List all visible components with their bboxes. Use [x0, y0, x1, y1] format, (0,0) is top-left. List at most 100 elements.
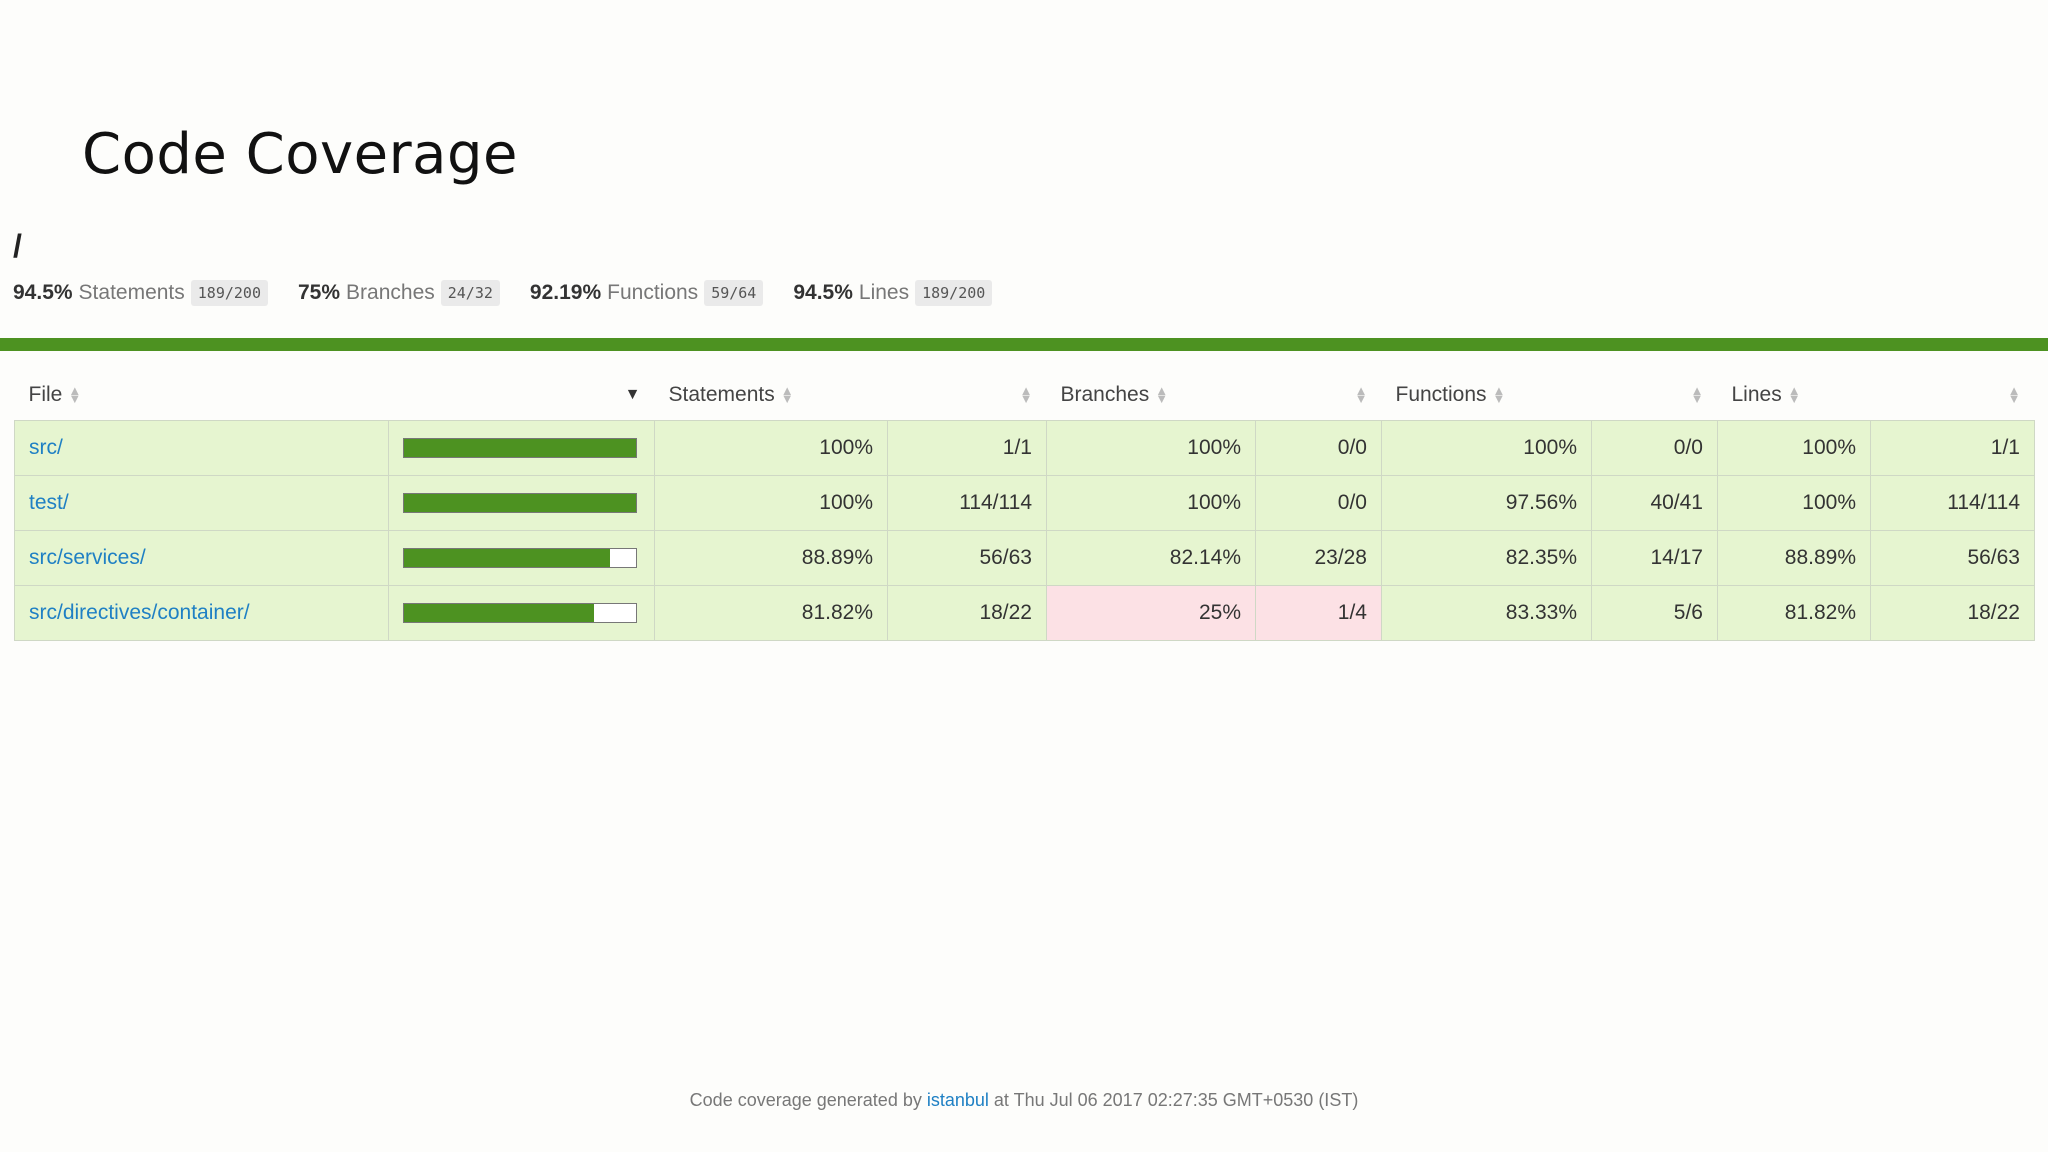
branches-fraction: 1/4 — [1255, 585, 1382, 641]
branches-pct: 100% — [1046, 475, 1256, 531]
branches-pct: 100% — [1046, 420, 1256, 476]
summary-label: Statements — [78, 281, 185, 304]
summary-functions: 92.19% Functions 59/64 — [530, 280, 764, 306]
functions-pct: 97.56% — [1381, 475, 1592, 531]
summary-fraction: 59/64 — [704, 280, 764, 306]
sort-icon: ▲ ▼ — [1155, 383, 1169, 407]
lines-fraction: 1/1 — [1870, 420, 2035, 476]
col-header-branches-raw[interactable]: ▲ ▼ — [1256, 370, 1382, 421]
statements-fraction: 1/1 — [887, 420, 1047, 476]
summary-pct: 75% — [298, 281, 341, 304]
footer-suffix: at Thu Jul 06 2017 02:27:35 GMT+0530 (IS… — [993, 1090, 1359, 1110]
col-header-functions[interactable]: Functions ▲ ▼ — [1382, 370, 1592, 421]
branches-fraction: 0/0 — [1255, 475, 1382, 531]
slide-title: Code Coverage — [82, 122, 518, 187]
col-header-lines[interactable]: Lines ▲ ▼ — [1718, 370, 1871, 421]
lines-pct: 100% — [1717, 420, 1871, 476]
functions-fraction: 14/17 — [1591, 530, 1718, 586]
sort-icon: ▲ ▼ — [2007, 383, 2021, 407]
branches-fraction: 23/28 — [1255, 530, 1382, 586]
statements-pct: 100% — [654, 475, 888, 531]
functions-fraction: 5/6 — [1591, 585, 1718, 641]
col-header-file[interactable]: File ▲ ▼ — [15, 370, 389, 421]
summary-pct: 94.5% — [793, 281, 853, 304]
statements-fraction: 18/22 — [887, 585, 1047, 641]
lines-fraction: 56/63 — [1870, 530, 2035, 586]
sort-icon: ▲ ▼ — [1354, 383, 1368, 407]
col-header-lines-raw[interactable]: ▲ ▼ — [1871, 370, 2035, 421]
branches-pct: 25% — [1046, 585, 1256, 641]
functions-pct: 82.35% — [1381, 530, 1592, 586]
col-header-functions-raw[interactable]: ▲ ▼ — [1592, 370, 1718, 421]
table-header-row: File ▲ ▼ ▼ Statements ▲ ▼ ▲ ▼ Branches ▲ ▼ ▲ ▼ F… — [15, 370, 2035, 421]
col-header-label: Branches — [1060, 383, 1150, 406]
sort-icon: ▲ ▼ — [1492, 383, 1506, 407]
sort-icon: ▲ ▼ — [1019, 383, 1033, 407]
functions-pct: 83.33% — [1381, 585, 1592, 641]
summary-label: Branches — [346, 281, 435, 304]
col-header-label: File — [28, 383, 63, 406]
coverage-bar — [403, 438, 637, 458]
file-link[interactable]: src/directives/container/ — [29, 601, 250, 624]
summary-fraction: 24/32 — [440, 280, 500, 306]
statements-fraction: 56/63 — [887, 530, 1047, 586]
istanbul-link[interactable]: istanbul — [926, 1090, 989, 1110]
coverage-bar-fill — [404, 439, 636, 457]
col-header-branches[interactable]: Branches ▲ ▼ — [1047, 370, 1256, 421]
coverage-bar-cell — [388, 585, 655, 641]
coverage-bar-cell — [388, 420, 655, 476]
lines-pct: 88.89% — [1717, 530, 1871, 586]
coverage-bar-fill — [404, 549, 611, 567]
file-link[interactable]: src/ — [29, 436, 63, 459]
summary-lines: 94.5% Lines 189/200 — [793, 280, 993, 306]
summary-pct: 94.5% — [13, 281, 73, 304]
table-row: src/services/ 88.89% 56/63 82.14% 23/28 … — [14, 530, 2035, 586]
sort-icon: ▲ ▼ — [780, 383, 794, 407]
functions-fraction: 0/0 — [1591, 420, 1718, 476]
table-row: test/ 100% 114/114 100% 0/0 97.56% 40/41… — [14, 475, 2035, 531]
statements-pct: 81.82% — [654, 585, 888, 641]
coverage-bar-fill — [404, 494, 636, 512]
file-cell: src/ — [14, 420, 389, 476]
col-header-file-bar[interactable]: ▼ — [389, 370, 655, 421]
lines-fraction: 18/22 — [1870, 585, 2035, 641]
col-header-label: Lines — [1731, 383, 1782, 406]
statements-pct: 100% — [654, 420, 888, 476]
coverage-summary: 94.5% Statements 189/200 75% Branches 24… — [13, 280, 1022, 306]
file-link[interactable]: test/ — [29, 491, 69, 514]
coverage-bar-fill — [404, 604, 594, 622]
lines-fraction: 114/114 — [1870, 475, 2035, 531]
coverage-bar — [403, 603, 637, 623]
functions-pct: 100% — [1381, 420, 1592, 476]
branches-pct: 82.14% — [1046, 530, 1256, 586]
summary-branches: 75% Branches 24/32 — [298, 280, 500, 306]
summary-fraction: 189/200 — [915, 280, 993, 306]
footer: Code coverage generated by istanbul at T… — [0, 1090, 2048, 1111]
summary-label: Lines — [858, 281, 910, 304]
file-cell: test/ — [14, 475, 389, 531]
summary-statements: 94.5% Statements 189/200 — [13, 280, 268, 306]
file-link[interactable]: src/services/ — [29, 546, 146, 569]
file-cell: src/services/ — [14, 530, 389, 586]
statements-pct: 88.89% — [654, 530, 888, 586]
table-row: src/directives/container/ 81.82% 18/22 2… — [14, 585, 2035, 641]
sort-icon: ▲ ▼ — [68, 383, 82, 407]
summary-label: Functions — [607, 281, 699, 304]
sort-desc-icon: ▼ — [624, 386, 641, 404]
sort-icon: ▲ ▼ — [1787, 383, 1801, 407]
coverage-bar — [403, 548, 637, 568]
summary-fraction: 189/200 — [190, 280, 268, 306]
coverage-bar-cell — [388, 475, 655, 531]
sort-icon: ▲ ▼ — [1690, 383, 1704, 407]
col-header-statements-raw[interactable]: ▲ ▼ — [888, 370, 1047, 421]
status-line — [0, 338, 2048, 351]
file-cell: src/directives/container/ — [14, 585, 389, 641]
branches-fraction: 0/0 — [1255, 420, 1382, 476]
col-header-label: Statements — [668, 383, 775, 406]
coverage-table: File ▲ ▼ ▼ Statements ▲ ▼ ▲ ▼ Branches ▲ ▼ ▲ ▼ F… — [14, 370, 2035, 641]
coverage-bar-cell — [388, 530, 655, 586]
functions-fraction: 40/41 — [1591, 475, 1718, 531]
coverage-bar — [403, 493, 637, 513]
col-header-label: Functions — [1395, 383, 1487, 406]
col-header-statements[interactable]: Statements ▲ ▼ — [655, 370, 888, 421]
